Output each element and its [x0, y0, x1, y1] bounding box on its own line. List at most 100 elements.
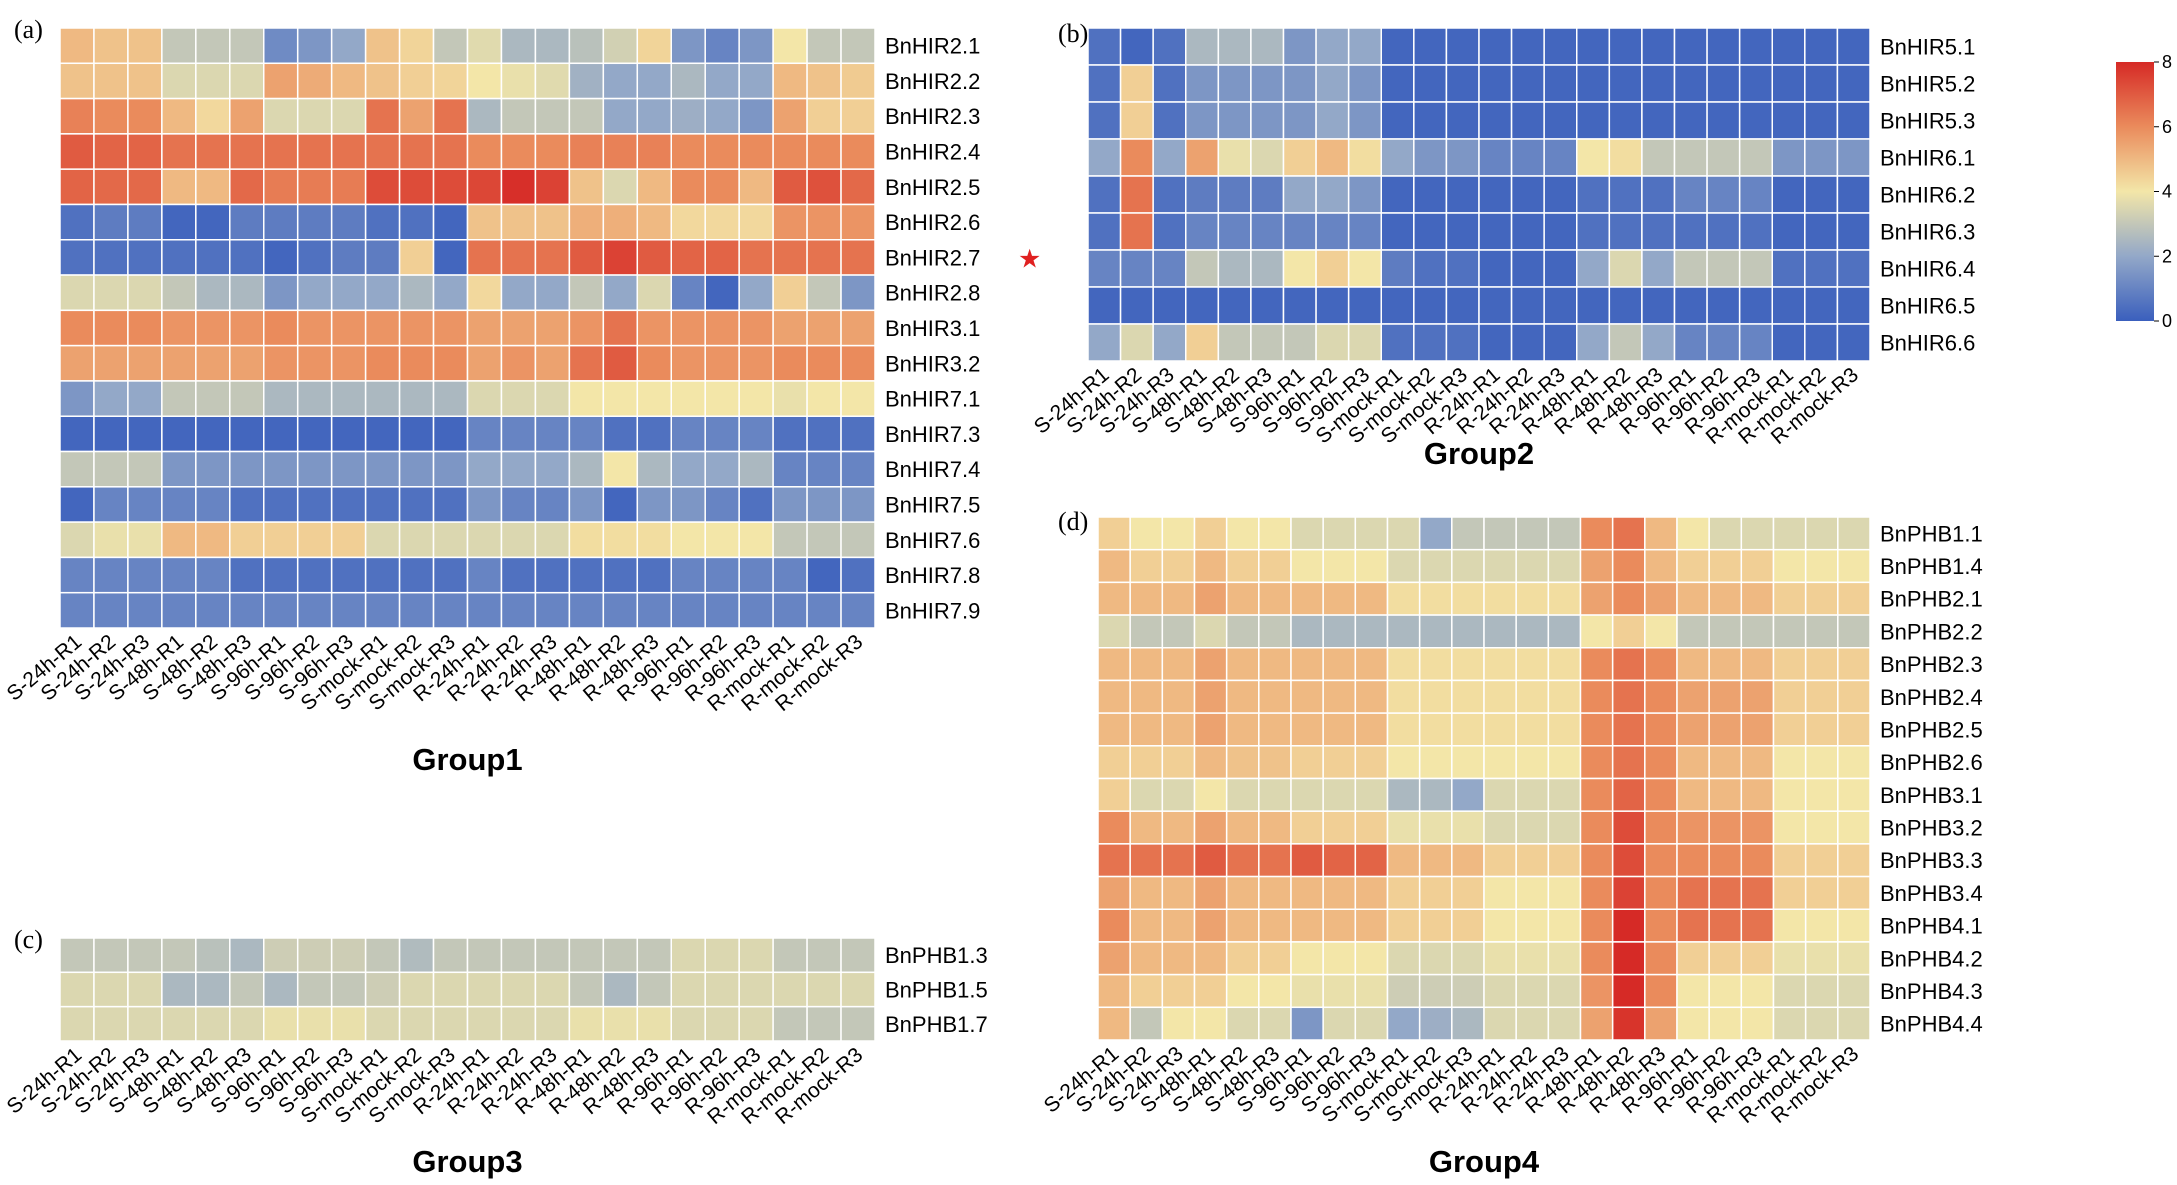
heatmap-cell	[1250, 212, 1285, 251]
heatmap-cell	[1483, 973, 1517, 1009]
heatmap-cell	[1837, 810, 1871, 845]
group-title-group3: Group3	[412, 1144, 522, 1179]
heatmap-cell	[93, 309, 129, 347]
heatmap-cell	[1836, 323, 1871, 362]
heatmap-cell	[195, 380, 231, 417]
heatmap-cell	[1451, 745, 1485, 780]
heatmap-cell	[1217, 175, 1252, 214]
heatmap-cell	[161, 239, 197, 276]
heatmap-cell	[1161, 581, 1196, 616]
heatmap-cell	[1418, 941, 1453, 976]
heatmap-cell	[93, 486, 129, 523]
heatmap-cell	[1282, 27, 1317, 66]
heatmap-cell	[1445, 286, 1480, 325]
heatmap-cell	[1611, 745, 1646, 780]
heatmap-cell	[772, 450, 808, 488]
heatmap-cell	[93, 168, 129, 206]
heatmap-cell	[330, 168, 367, 206]
heatmap-cell	[1771, 64, 1806, 103]
heatmap-cell	[1673, 64, 1708, 103]
heatmap-cell	[1258, 777, 1292, 812]
colorbar: 0 2 4 6 8	[2116, 52, 2172, 331]
heatmap-cell	[1576, 212, 1611, 251]
heatmap-cell	[161, 450, 197, 488]
heatmap-cell	[1641, 323, 1676, 362]
heatmap-cell	[1413, 27, 1448, 66]
heatmap-cell	[59, 937, 95, 974]
heatmap-cell	[161, 556, 197, 594]
heatmap-cell	[229, 415, 265, 453]
heatmap-cell	[1611, 581, 1646, 616]
heatmap-cell	[1804, 777, 1839, 812]
heatmap-cell	[534, 62, 571, 100]
heatmap-cell	[1804, 875, 1839, 910]
heatmap-cell	[195, 97, 231, 135]
heatmap-cell	[534, 937, 571, 974]
heatmap-cell	[1837, 908, 1871, 943]
heatmap-cell	[1185, 286, 1220, 325]
heatmap-cell	[1510, 212, 1545, 251]
heatmap-cell	[229, 97, 265, 135]
heatmap-cell	[772, 309, 808, 347]
heatmap-cell	[704, 239, 740, 276]
heatmap-cell	[398, 415, 435, 453]
heatmap-cell	[1837, 875, 1871, 910]
heatmap-cell	[1740, 973, 1775, 1009]
heatmap-cell	[1804, 581, 1839, 616]
heatmap-group1: (a) BnHIR2.1 BnHIR2.2 BnHIR2.3 BnHIR2.4 BnHIR…	[3, 15, 1042, 777]
heatmap-cell	[127, 133, 163, 170]
heatmap-cell	[1483, 647, 1517, 682]
heatmap-cell	[364, 971, 401, 1008]
row-label: BnPHB4.1	[1880, 914, 1983, 939]
heatmap-cell	[1641, 286, 1676, 325]
heatmap-cell	[1193, 516, 1228, 551]
heatmap-cell	[1608, 138, 1643, 177]
heatmap-cell	[772, 937, 808, 974]
heatmap-cell	[1087, 212, 1122, 251]
heatmap-cell	[772, 203, 808, 241]
heatmap-cell	[1611, 548, 1646, 584]
heatmap-cell	[1322, 875, 1357, 910]
heatmap-cell	[670, 344, 706, 382]
heatmap-cell	[398, 971, 435, 1008]
heatmap-cell	[602, 309, 639, 347]
heatmap-cell	[1738, 323, 1774, 362]
heatmap-cell	[1478, 64, 1513, 103]
heatmap-cell	[1129, 810, 1164, 845]
row-label: BnHIR2.5	[885, 175, 980, 200]
heatmap-cell	[1380, 212, 1415, 251]
heatmap-cell	[93, 344, 129, 382]
heatmap-cell	[500, 274, 537, 312]
heatmap-cell	[296, 309, 333, 347]
heatmap-cell	[670, 1005, 706, 1042]
heatmap-cell	[704, 133, 740, 170]
heatmap-cell	[1673, 286, 1708, 325]
heatmap-cell	[263, 450, 299, 488]
heatmap-cell	[1354, 548, 1389, 584]
heatmap-cell	[432, 556, 469, 594]
heatmap-cell	[195, 344, 231, 382]
heatmap-cell	[1837, 679, 1871, 714]
heatmap-cell	[93, 62, 129, 100]
heatmap-cell	[738, 309, 774, 347]
heatmap-cell	[1771, 212, 1806, 251]
heatmap-cell	[1193, 810, 1228, 845]
heatmap-cell	[330, 1005, 367, 1042]
heatmap-cell	[1611, 843, 1646, 878]
heatmap-cell	[1478, 175, 1513, 214]
heatmap-cell	[263, 168, 299, 206]
heatmap-cell	[806, 97, 842, 135]
heatmap-cell	[500, 556, 537, 594]
heatmap-cell	[1290, 973, 1324, 1009]
heatmap-cell	[93, 274, 129, 312]
heatmap-cell	[1386, 941, 1421, 976]
heatmap-cell	[466, 203, 503, 241]
heatmap-cell	[738, 344, 774, 382]
heatmap-cell	[1322, 777, 1357, 812]
heatmap-cell	[1119, 286, 1154, 325]
heatmap-cell	[161, 486, 197, 523]
heatmap-cell	[1413, 249, 1448, 288]
heatmap-cell	[1445, 138, 1480, 177]
heatmap-cell	[704, 1005, 740, 1042]
